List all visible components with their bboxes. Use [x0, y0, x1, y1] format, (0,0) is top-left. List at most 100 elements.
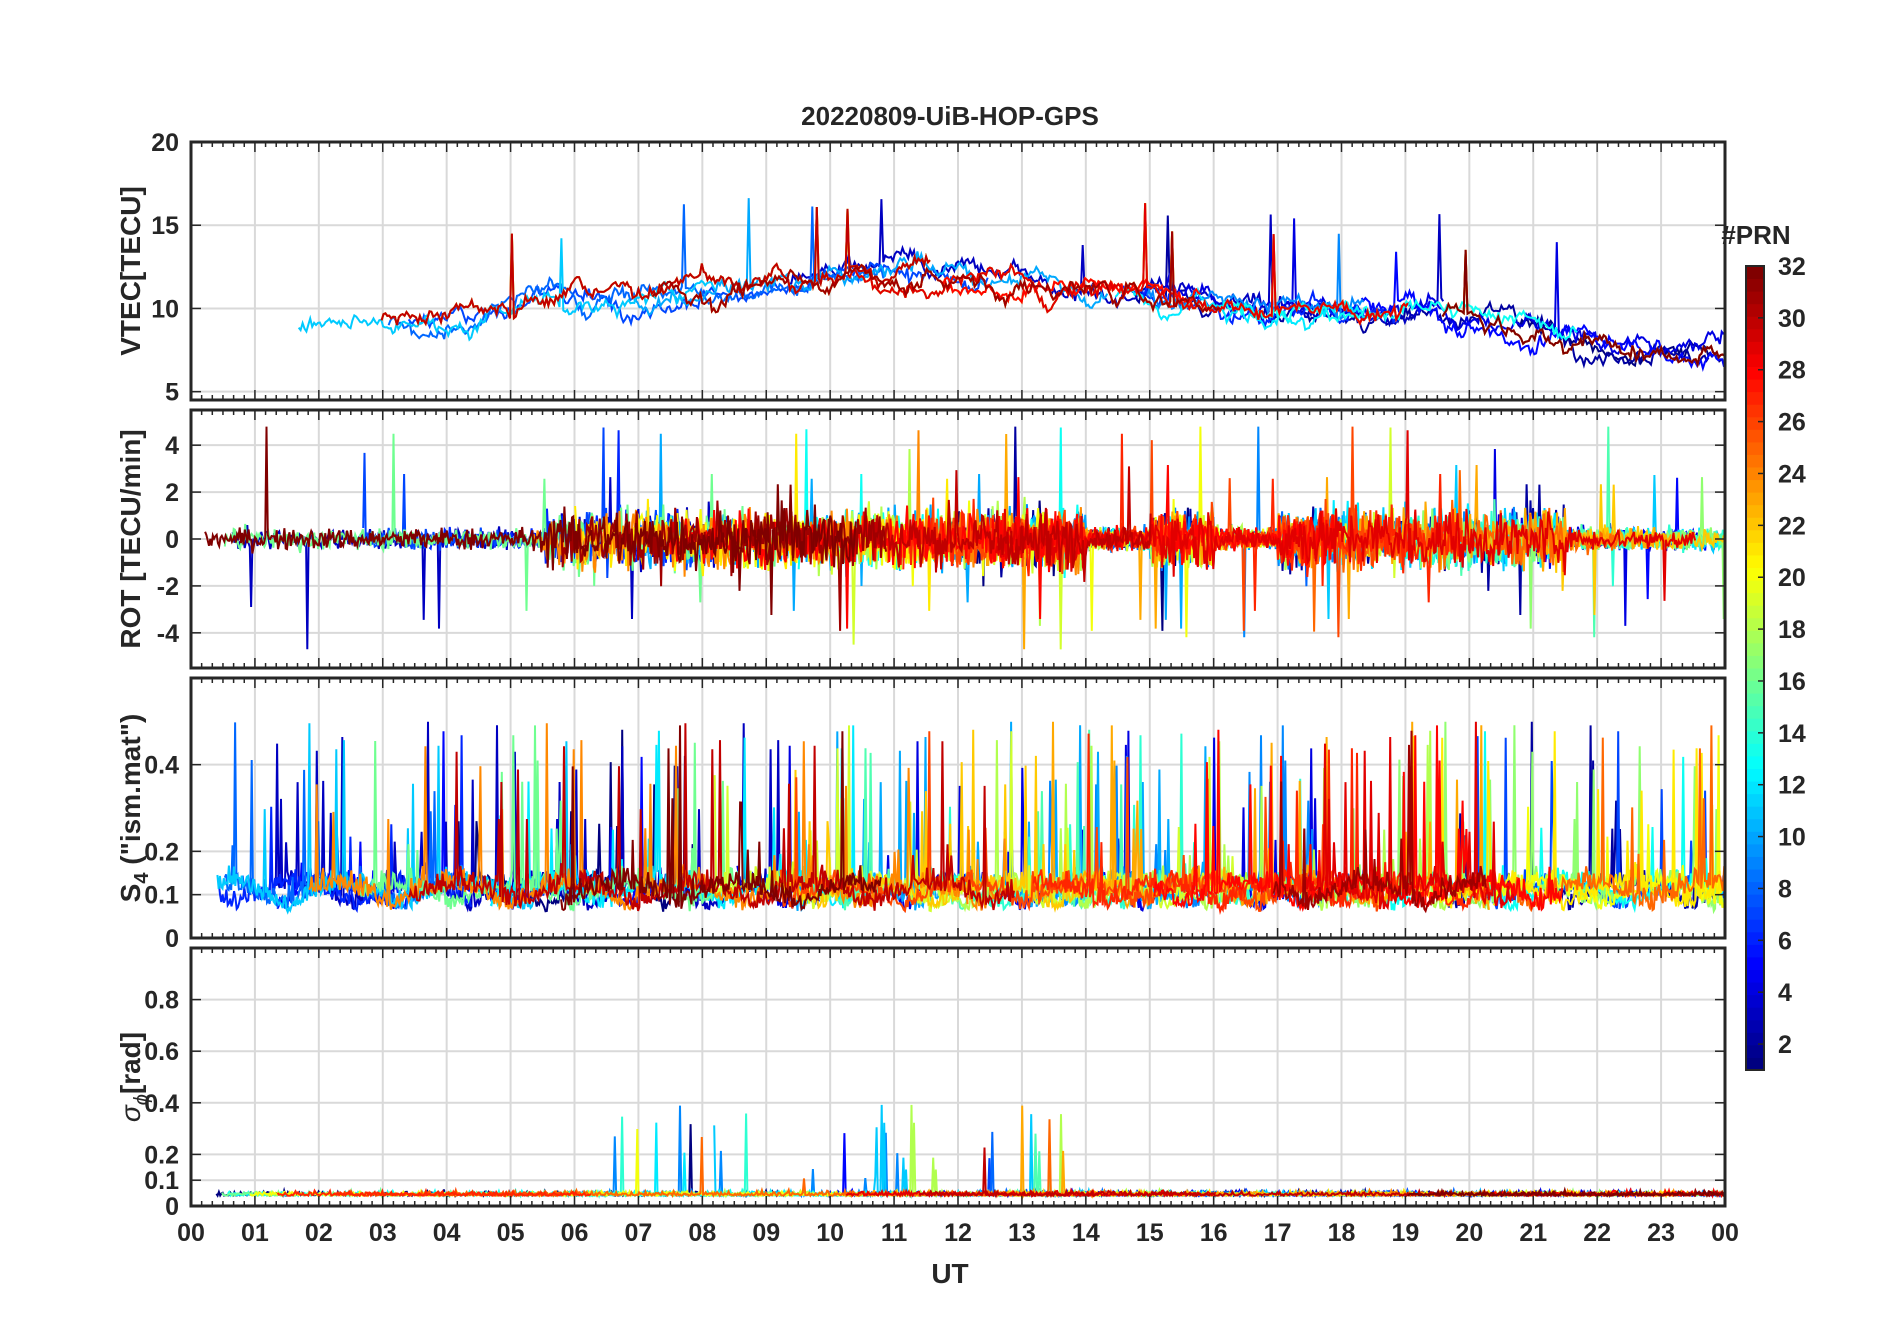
y-tick-label: 0.8 [144, 987, 179, 1015]
colorbar-swatch [1746, 642, 1764, 656]
x-tick-label: 00 [1711, 1219, 1739, 1247]
x-tick-label: 00 [177, 1219, 205, 1247]
colorbar-swatch [1746, 768, 1764, 782]
colorbar-swatch [1746, 931, 1764, 945]
colorbar-swatch [1746, 567, 1764, 581]
x-tick-label: 09 [752, 1219, 780, 1247]
x-tick-label: 14 [1072, 1219, 1100, 1247]
colorbar-tick-label: 28 [1778, 357, 1806, 385]
x-tick-label: 20 [1455, 1219, 1483, 1247]
x-tick-label: 23 [1647, 1219, 1675, 1247]
series-line-prn-30 [871, 466, 1152, 582]
y-axis-label-1: VTEC[TECU] [115, 186, 146, 356]
y-tick-label: 0.2 [144, 838, 179, 866]
y-tick-label: 0 [165, 1193, 179, 1221]
series-group [215, 1104, 1725, 1200]
colorbar-swatch [1746, 655, 1764, 669]
colorbar-swatch [1746, 404, 1764, 418]
colorbar-swatch [1746, 316, 1764, 330]
series-line-prn-25 [416, 1119, 1114, 1199]
x-tick-label: 02 [305, 1219, 333, 1247]
series-line-prn-32 [560, 725, 882, 912]
colorbar-swatch [1746, 441, 1764, 455]
colorbar-tick-label: 26 [1778, 409, 1806, 437]
colorbar-swatch [1746, 580, 1764, 594]
colorbar-swatch [1746, 278, 1764, 292]
colorbar-swatch [1746, 743, 1764, 757]
series-line-prn-5 [820, 1133, 1491, 1199]
panel-2: 4 2 0 -2 -4 ROT [TECU/min] [115, 408, 1727, 670]
colorbar-swatch [1746, 391, 1764, 405]
y-tick-label: 0.4 [144, 752, 179, 780]
series-line-prn-32 [204, 426, 857, 616]
colorbar-swatch [1746, 617, 1764, 631]
y-tick-label: -4 [157, 620, 179, 648]
colorbar-swatch [1746, 730, 1764, 744]
y-tick-label: 0.4 [144, 1090, 179, 1118]
x-tick-label: 18 [1328, 1219, 1356, 1247]
x-tick-label: 16 [1200, 1219, 1228, 1247]
colorbar-swatch [1746, 982, 1764, 996]
series-group [297, 198, 1725, 373]
x-axis-label: UT [931, 1258, 968, 1289]
series-line-prn-32 [1441, 249, 1725, 368]
series-line-prn-31 [651, 231, 1221, 314]
colorbar-swatch [1746, 705, 1764, 719]
colorbar-swatch [1746, 906, 1764, 920]
colorbar-swatch [1746, 1032, 1764, 1046]
colorbar-tick-label: 24 [1778, 460, 1806, 488]
x-tick-label: 07 [625, 1219, 653, 1247]
colorbar-swatch [1746, 529, 1764, 543]
y-tick-label: 0.1 [144, 1167, 179, 1195]
colorbar-swatch [1746, 303, 1764, 317]
colorbar-swatch [1746, 266, 1764, 280]
colorbar-swatch [1746, 328, 1764, 342]
colorbar-swatch [1746, 454, 1764, 468]
series-line-prn-30 [408, 723, 1015, 912]
colorbar-swatch [1746, 366, 1764, 380]
x-tick-label: 04 [433, 1219, 461, 1247]
y-axis-label-2: ROT [TECU/min] [115, 429, 146, 648]
y-tick-label: 15 [151, 212, 179, 240]
colorbar-swatch [1746, 831, 1764, 845]
tick-marks [190, 410, 1726, 668]
series-line-prn-7 [407, 261, 989, 330]
colorbar-swatch [1746, 881, 1764, 895]
series-line-prn-11 [297, 238, 716, 342]
colorbar-swatch [1746, 492, 1764, 506]
colorbar-swatch [1746, 1007, 1764, 1021]
colorbar-swatch [1746, 718, 1764, 732]
y-axis-label-4: σϕ[rad] [115, 1032, 153, 1122]
series-line-prn-12 [624, 1122, 879, 1198]
colorbar-swatch [1746, 341, 1764, 355]
x-tick-label: 08 [688, 1219, 716, 1247]
y-tick-label: 4 [165, 432, 179, 460]
colorbar-label: #PRN [1721, 220, 1790, 250]
colorbar-tick-label: 16 [1778, 668, 1806, 696]
x-tick-label: 19 [1392, 1219, 1420, 1247]
colorbar-tick-label: 6 [1778, 927, 1792, 955]
series-line-prn-2 [1134, 215, 1710, 369]
colorbar-swatch [1746, 379, 1764, 393]
series-line-prn-20 [249, 1128, 938, 1199]
x-tick-label: 10 [816, 1219, 844, 1247]
colorbar-tick-label: 4 [1778, 979, 1792, 1007]
colorbar-swatch [1746, 755, 1764, 769]
series-line-prn-29 [995, 430, 1697, 601]
colorbar-swatch [1746, 504, 1764, 518]
series-line-prn-29 [847, 203, 1409, 326]
chart-title: 20220809-UiB-HOP-GPS [801, 101, 1099, 131]
panel-1: 5 10 15 20 VTEC[TECU] [115, 129, 1727, 407]
x-tick-label: 12 [944, 1219, 972, 1247]
series-line-prn-32 [1407, 1186, 1725, 1199]
colorbar-swatch [1746, 994, 1764, 1008]
y-tick-label: 0.1 [144, 882, 179, 910]
colorbar-swatch [1746, 467, 1764, 481]
y-tick-label: 0.2 [144, 1141, 179, 1169]
colorbar-tick-label: 22 [1778, 512, 1806, 540]
x-tick-label: 11 [881, 1219, 908, 1247]
colorbar-tick-label: 8 [1778, 875, 1792, 903]
x-tick-label: 06 [561, 1219, 589, 1247]
y-tick-label: 20 [151, 129, 179, 157]
